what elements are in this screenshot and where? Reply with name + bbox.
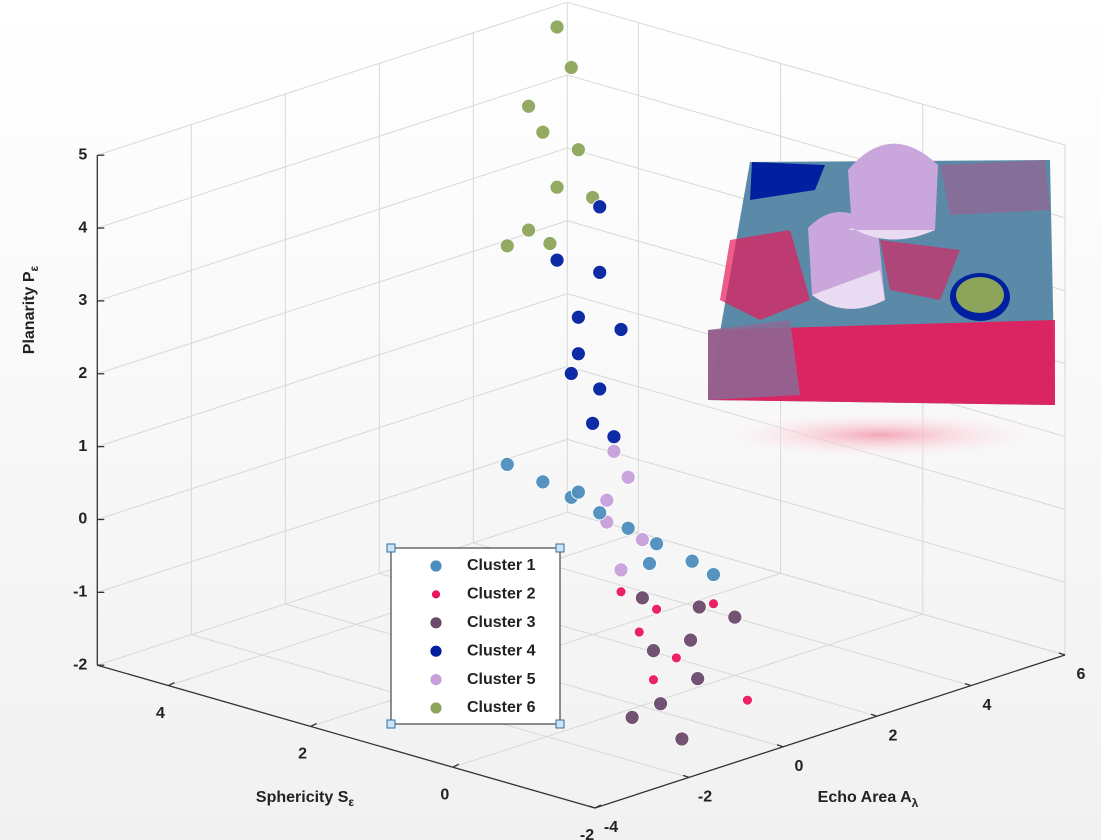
point [642,556,656,570]
point [593,382,607,396]
point [607,430,621,444]
z-tick-label: 5 [78,146,87,163]
point [571,143,585,157]
z-tick-label: -2 [73,656,87,673]
terrain-purple [708,320,800,400]
point [500,457,514,471]
y-tick-label: 4 [156,705,165,722]
z-axis-label: Planarity Pε [21,266,41,355]
point [571,310,585,324]
legend-marker [430,645,442,657]
terrain-purple [940,160,1050,215]
point [522,223,536,237]
legend-handle [556,720,564,728]
point [671,653,681,663]
legend-label: Cluster 5 [467,671,536,688]
legend-marker [432,590,441,599]
z-tick-label: 2 [78,365,87,382]
point [706,568,720,582]
point [536,475,550,489]
y-tick-label: -2 [580,827,594,840]
legend: Cluster 1 Cluster 2 Cluster 3 Cluster 4 Clus… [387,544,564,728]
point [586,416,600,430]
point [708,599,718,609]
point [685,554,699,568]
point [543,237,557,251]
point [550,253,564,267]
point [635,591,649,605]
point [646,644,660,658]
point [692,600,706,614]
legend-handle [556,544,564,552]
legend-label: Cluster 6 [467,699,536,716]
x-tick-label: 4 [983,697,992,714]
x-tick-label: 2 [889,727,898,744]
point [564,366,578,380]
point [600,493,614,507]
x-tick-label: -4 [604,819,618,836]
point [684,633,698,647]
point [571,485,585,499]
inset-shadow [700,410,1060,460]
point [654,697,668,711]
legend-marker [430,617,442,629]
y-axis-label: Sphericity Sε [256,789,354,809]
point [616,587,626,597]
z-tick-label: 0 [78,511,87,528]
point [593,265,607,279]
z-axis-label-text: Planarity P [21,271,38,354]
point [500,239,514,253]
point [593,200,607,214]
y-axis-label-sub: ε [348,795,354,809]
point [635,533,649,547]
point [614,322,628,336]
legend-marker [430,702,442,714]
point [621,470,635,484]
x-axis-label-text: Echo Area A [818,789,912,806]
point [648,675,658,685]
z-tick-label: 4 [78,219,87,236]
x-tick-label: -2 [698,789,712,806]
x-tick-label: 6 [1077,666,1086,683]
legend-handle [387,544,395,552]
legend-marker [430,674,442,686]
legend-box [391,548,560,724]
legend-label: Cluster 1 [467,557,536,574]
point [564,60,578,74]
point [571,347,585,361]
page: {"chart_data": { "type": "scatter3d", "x… [0,0,1101,840]
legend-marker [430,560,442,572]
point [625,710,639,724]
point [607,444,621,458]
x-axis-label-sub: λ [912,796,919,810]
point [691,672,705,686]
z-tick-label: 3 [78,292,87,309]
point [634,627,644,637]
z-tick-label: -1 [73,584,87,601]
legend-label: Cluster 2 [467,586,536,603]
pit [956,277,1004,313]
point [650,537,664,551]
legend-label: Cluster 3 [467,614,536,631]
point [728,610,742,624]
legend-handle [387,720,395,728]
point [550,180,564,194]
point [742,695,752,705]
point [675,732,689,746]
point [593,506,607,520]
point [550,20,564,34]
y-tick-label: 2 [298,746,307,763]
y-axis-label-text: Sphericity S [256,789,349,806]
point [522,99,536,113]
y-tick-label: 0 [440,786,449,803]
z-axis-label-sub: ε [27,266,41,272]
point [621,521,635,535]
x-tick-label: 0 [795,758,804,775]
z-tick-label: 1 [78,438,87,455]
point [652,604,662,614]
point [536,125,550,139]
legend-label: Cluster 4 [467,642,536,659]
chart: -2-1012345-2024-4-20246 Cluster 1Cluster… [0,0,1101,840]
point [614,563,628,577]
